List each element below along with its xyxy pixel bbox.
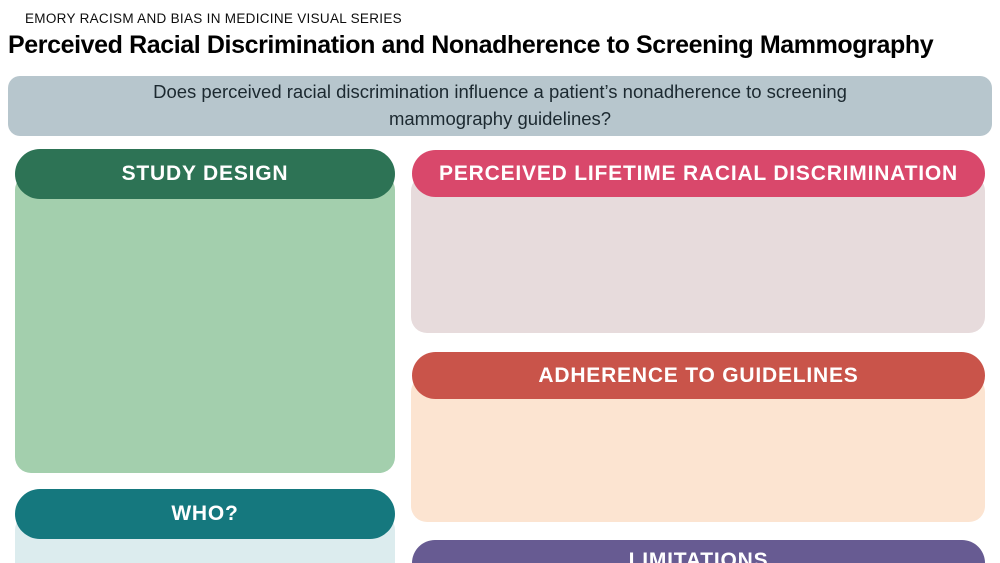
discrimination-body (411, 175, 985, 333)
question-banner: Does perceived racial discrimination inf… (8, 76, 992, 136)
adherence-header: ADHERENCE TO GUIDELINES (412, 352, 985, 399)
discrimination-header: PERCEIVED LIFETIME RACIAL DISCRIMINATION (412, 150, 985, 197)
series-kicker: EMORY RACISM AND BIAS IN MEDICINE VISUAL… (25, 11, 402, 26)
who-header: WHO? (15, 489, 395, 539)
limitations-label: LIMITATIONS (628, 549, 769, 563)
question-text: Does perceived racial discrimination inf… (153, 81, 847, 129)
page-title: Perceived Racial Discrimination and Nona… (8, 31, 934, 59)
study-design-header: STUDY DESIGN (15, 149, 395, 199)
adherence-body (411, 376, 985, 522)
limitations-header: LIMITATIONS (412, 540, 985, 563)
study-design-body (15, 174, 395, 473)
